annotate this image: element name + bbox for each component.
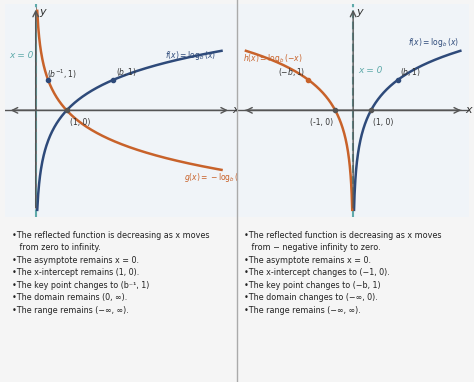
Text: $(b^{-1}, 1)$: $(b^{-1}, 1)$	[46, 68, 76, 81]
Text: $g(x) = \log_b(x),\ b > 1$: $g(x) = \log_b(x),\ b > 1$	[78, 0, 164, 2]
Text: (-1, 0): (-1, 0)	[310, 118, 334, 127]
Text: $(-b, 1)$: $(-b, 1)$	[278, 66, 305, 78]
Text: $g(x) = -\log_b(x)$: $g(x) = -\log_b(x)$	[184, 171, 247, 184]
Text: $(b, 1)$: $(b, 1)$	[400, 66, 420, 78]
Text: y: y	[356, 7, 363, 17]
Text: •The reflected function is decreasing as x moves
   from − negative infinity to : •The reflected function is decreasing as…	[244, 231, 441, 314]
Text: x = 0: x = 0	[9, 51, 34, 60]
Text: $f(x) = \log_b(x)$: $f(x) = \log_b(x)$	[165, 49, 216, 62]
Text: •The reflected function is decreasing as x moves
   from zero to infinity.
•The : •The reflected function is decreasing as…	[12, 231, 209, 314]
Text: x: x	[465, 105, 472, 115]
Text: x = 0: x = 0	[358, 66, 383, 75]
Text: (1, 0): (1, 0)	[70, 118, 90, 127]
Text: x: x	[232, 105, 239, 115]
Text: y: y	[39, 7, 46, 17]
Text: $f(x) = \log_b(x)$: $f(x) = \log_b(x)$	[408, 36, 459, 50]
Text: $(b, 1)$: $(b, 1)$	[116, 66, 137, 78]
Text: (1, 0): (1, 0)	[373, 118, 393, 127]
Text: $h(x) = \log_b(-x),\ b > 1$: $h(x) = \log_b(-x),\ b > 1$	[307, 0, 400, 2]
Text: $h(x) = \log_b(-x)$: $h(x) = \log_b(-x)$	[243, 52, 302, 65]
